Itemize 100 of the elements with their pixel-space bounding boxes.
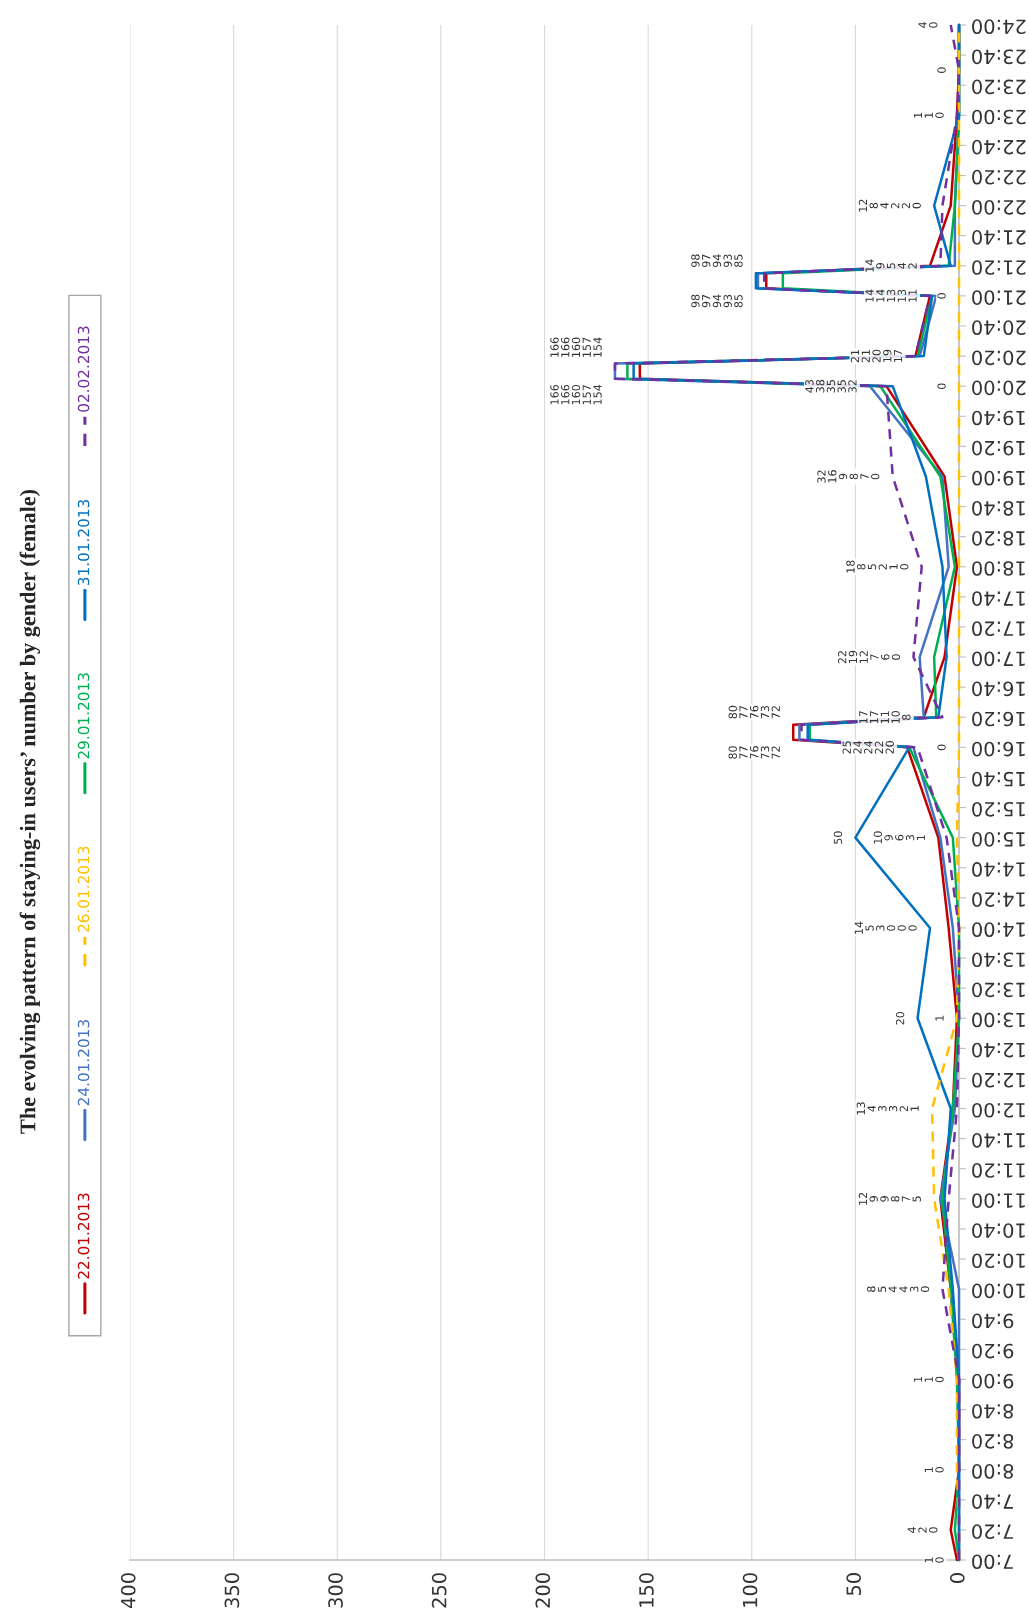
y-tick-label: 10:20 [972, 1253, 1025, 1269]
y-tick-label: 18:00 [972, 561, 1025, 576]
annotation: 12 8 4 2 2 0 [858, 199, 921, 212]
y-tick-label: 11:40 [972, 1133, 1025, 1148]
annotation: 4 2 0 [907, 1527, 938, 1533]
annotation: 0 [937, 293, 946, 299]
y-tick-label: 14:40 [972, 862, 1025, 877]
annotation: 0 [937, 67, 946, 73]
annotation: 22 19 12 7 6 0 [837, 650, 901, 664]
y-tick-label: 22:20 [972, 169, 1026, 185]
y-tick-label: 17:20 [972, 621, 1025, 637]
annotation: 1 [935, 1015, 944, 1021]
x-tick-label: 400 [120, 1573, 136, 1608]
y-tick-label: 12:40 [972, 1042, 1025, 1058]
y-tick-label: 9:40 [972, 1313, 1014, 1329]
x-tick-label: 350 [224, 1573, 240, 1608]
y-tick-label: 13:00 [972, 1012, 1025, 1028]
text: 29.01.2013 [77, 673, 90, 759]
annotation: 80 77 76 73 72 [728, 746, 780, 759]
annotation: 25 24 24 22 20 [842, 740, 894, 754]
text: 31.01.2013 [77, 499, 90, 586]
annotation: 1 0 [924, 1557, 944, 1563]
y-tick-label: 8:40 [972, 1403, 1014, 1419]
annotation: 12 9 9 8 7 5 [858, 1192, 921, 1205]
y-tick-label: 14:00 [972, 922, 1025, 938]
y-tick-label: 23:40 [972, 49, 1026, 65]
annotation: 8 5 4 4 3 0 [867, 1286, 930, 1293]
annotation: 21 21 20 19 17 [850, 349, 903, 363]
x-tick-label: 150 [639, 1573, 654, 1607]
x-tick-label: 200 [535, 1573, 551, 1608]
y-tick-label: 18:20 [972, 531, 1025, 546]
text: The evolving pattern of staying-in users’ number by gender (female) [19, 489, 41, 1134]
annotation: 32 16 9 8 7 0 [817, 470, 880, 483]
annotation: 14 9 5 4 2 [865, 259, 917, 272]
annotation: 80 77 76 73 72 [728, 705, 780, 719]
annotation: 4 0 [918, 22, 938, 28]
annotation: 14 14 13 13 11 [865, 289, 917, 302]
x-tick-label: 250 [431, 1573, 447, 1608]
annotation: 50 [833, 831, 843, 844]
x-tick-label: 50 [846, 1573, 862, 1596]
annotation: 0 [937, 744, 946, 751]
y-tick-label: 22:00 [972, 199, 1026, 215]
text: 26.01.2013 [77, 846, 90, 932]
annotation: 166 166 160 157 154 [550, 384, 602, 405]
y-tick-label: 9:00 [972, 1373, 1014, 1389]
annotation: 20 [895, 1011, 905, 1025]
annotation: 166 166 160 157 154 [550, 337, 602, 357]
y-tick-label: 10:00 [972, 1283, 1025, 1299]
y-tick-label: 15:00 [972, 832, 1025, 847]
annotation: 43 38 35 35 32 [805, 379, 857, 393]
x-tick-label: 0 [949, 1573, 965, 1583]
y-tick-label: 20:40 [972, 320, 1026, 336]
y-tick-label: 12:00 [972, 1102, 1025, 1118]
y-tick-label: 20:00 [972, 380, 1026, 396]
y-tick-label: 24:00 [972, 19, 1026, 35]
y-tick-label: 7:20 [972, 1524, 1013, 1539]
y-tick-label: 16:20 [972, 711, 1025, 727]
y-tick-label: 12:20 [972, 1072, 1025, 1088]
y-tick-label: 18:40 [972, 500, 1025, 516]
y-tick-label: 14:20 [972, 892, 1025, 907]
annotation: 13 4 3 3 2 1 [856, 1102, 919, 1115]
text: 22.01.2013 [77, 1193, 90, 1279]
annotation: 0 [937, 383, 946, 389]
y-tick-label: 13:40 [972, 952, 1025, 968]
y-tick-label: 23:20 [972, 79, 1026, 95]
y-tick-label: 15:40 [972, 771, 1025, 787]
annotation: 1 1 0 [913, 112, 944, 119]
y-tick-label: 8:20 [972, 1433, 1014, 1449]
annotation: 1 0 [924, 1466, 944, 1473]
y-tick-label: 19:40 [972, 410, 1025, 426]
y-tick-label: 22:40 [972, 139, 1026, 155]
y-tick-label: 16:40 [972, 681, 1025, 697]
y-tick-label: 8:00 [972, 1464, 1014, 1479]
y-tick-label: 21:40 [972, 230, 1026, 245]
x-tick-label: 100 [742, 1573, 758, 1607]
y-tick-label: 19:20 [972, 440, 1025, 456]
y-tick-label: 9:20 [972, 1343, 1014, 1359]
y-tick-label: 11:00 [972, 1193, 1025, 1208]
text: 02.02.2013 [77, 326, 90, 412]
y-tick-label: 17:40 [972, 591, 1025, 606]
annotation: 1 1 0 [913, 1376, 944, 1383]
annotation: 17 17 11 10 8 [859, 710, 911, 724]
y-tick-label: 13:20 [972, 982, 1025, 998]
y-tick-label: 20:20 [972, 350, 1026, 366]
annotation: 14 5 3 0 0 0 [854, 921, 917, 934]
y-tick-label: 23:00 [972, 109, 1026, 125]
y-tick-label: 17:00 [972, 651, 1025, 667]
y-tick-label: 10:40 [972, 1223, 1025, 1238]
x-tick-label: 300 [328, 1573, 343, 1608]
annotation: 10 9 6 3 1 [873, 831, 925, 844]
text: 24.01.2013 [77, 1020, 90, 1106]
y-tick-label: 21:00 [972, 290, 1026, 305]
y-tick-label: 7:40 [972, 1494, 1013, 1509]
annotation: 18 8 5 2 1 0 [846, 560, 909, 573]
y-tick-label: 16:00 [972, 741, 1025, 757]
y-tick-label: 21:20 [972, 260, 1026, 275]
y-tick-label: 11:20 [972, 1163, 1025, 1178]
y-tick-label: 19:00 [972, 470, 1025, 486]
annotation: 98 97 94 93 85 [691, 294, 743, 308]
y-tick-label: 15:20 [972, 801, 1025, 817]
